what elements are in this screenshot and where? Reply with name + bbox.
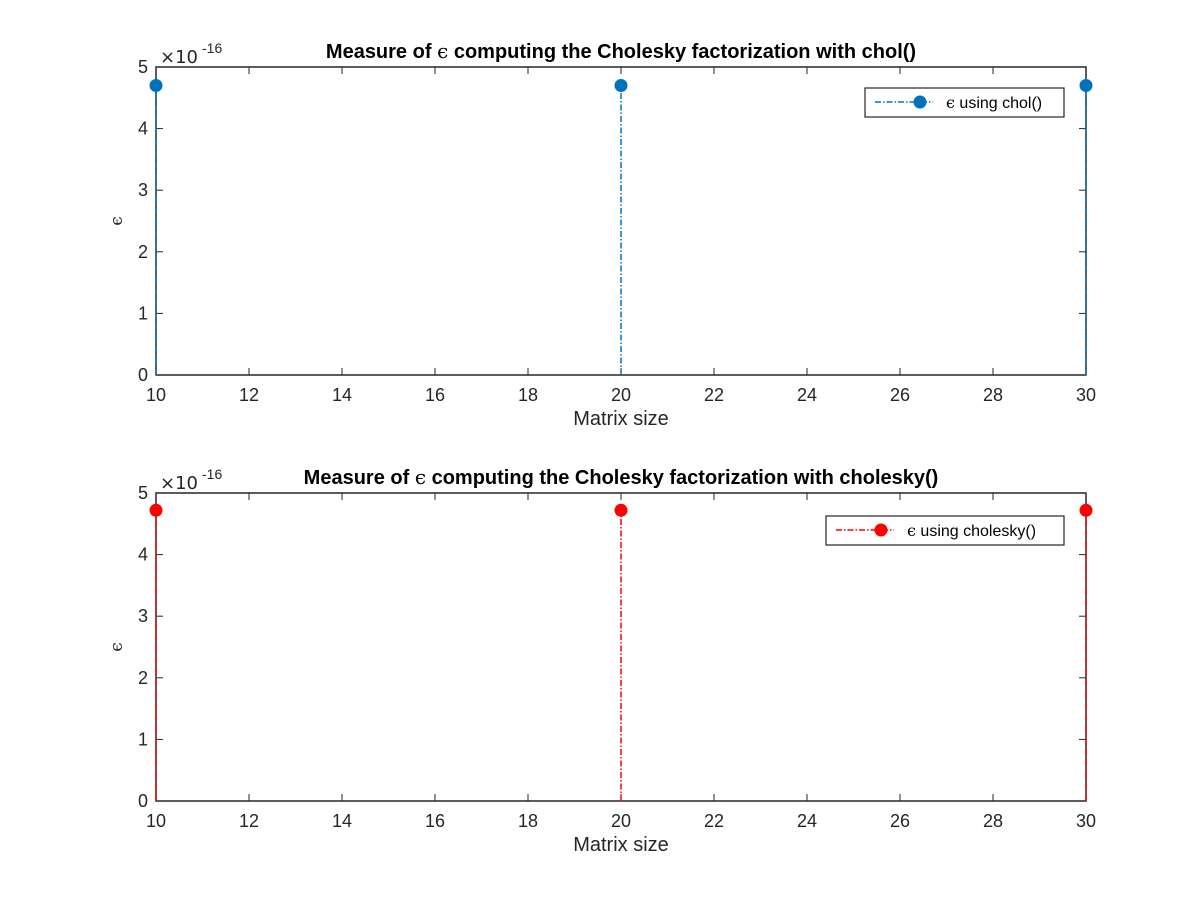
cholesky-stem-marker	[614, 503, 628, 517]
chol-chart-title: Measure of ϵ computing the Cholesky fact…	[326, 39, 916, 63]
cholesky-x-ticks: 10 12 14 16 18 20 22 24 26 28 30	[146, 493, 1096, 831]
chol-x-tick-label: 20	[611, 385, 631, 405]
chol-x-tick-label: 24	[797, 385, 817, 405]
chol-y-tick-label: 4	[138, 119, 148, 139]
chol-x-tick-label: 10	[146, 385, 166, 405]
chol-legend-marker	[913, 95, 927, 109]
chol-title-prefix: Measure of	[326, 41, 432, 63]
cholesky-legend-symbol: ϵ	[907, 521, 916, 540]
chol-y-tick-label: 1	[138, 303, 148, 323]
chol-y-tick-label: 0	[138, 365, 148, 385]
cholesky-title-suffix: computing the Cholesky factorization wit…	[432, 467, 939, 489]
chol-x-tick-label: 16	[425, 385, 445, 405]
cholesky-exponent-power: -16	[202, 466, 222, 482]
chol-x-tick-label: 18	[518, 385, 538, 405]
cholesky-title-symbol: ϵ	[415, 465, 426, 489]
chol-subplot: Measure of ϵ computing the Cholesky fact…	[107, 39, 1096, 430]
chol-x-ticks: 10 12 14 16 18 20 22 24 26 28 30	[146, 67, 1096, 405]
chol-title-suffix: computing the Cholesky factorization wit…	[454, 41, 916, 63]
cholesky-exponent-base: ×10	[160, 473, 198, 494]
cholesky-y-tick-label: 2	[138, 668, 148, 688]
cholesky-stem-marker	[1079, 503, 1093, 517]
chol-exponent-base: ×10	[160, 47, 198, 68]
chol-xlabel: Matrix size	[573, 408, 669, 430]
cholesky-legend: ϵ using cholesky()	[825, 515, 1065, 546]
chol-x-tick-label: 22	[704, 385, 724, 405]
cholesky-x-tick-label: 10	[146, 811, 166, 831]
chol-y-tick-label: 2	[138, 242, 148, 262]
cholesky-subplot: Measure of ϵ computing the Cholesky fact…	[107, 465, 1096, 856]
chol-x-tick-label: 26	[890, 385, 910, 405]
chol-y-tick-label: 3	[138, 180, 148, 200]
cholesky-ylabel: ϵ	[107, 642, 127, 652]
chol-exponent-power: -16	[202, 40, 222, 56]
cholesky-chart-title: Measure of ϵ computing the Cholesky fact…	[304, 465, 939, 489]
chol-ylabel: ϵ	[107, 216, 127, 226]
cholesky-x-tick-label: 28	[983, 811, 1003, 831]
chol-x-tick-label: 14	[332, 385, 352, 405]
cholesky-x-tick-label: 24	[797, 811, 817, 831]
cholesky-x-tick-label: 22	[704, 811, 724, 831]
cholesky-stems	[149, 503, 1093, 801]
cholesky-x-tick-label: 12	[239, 811, 259, 831]
chol-legend-symbol: ϵ	[946, 93, 955, 112]
cholesky-y-tick-label: 5	[138, 483, 148, 503]
cholesky-stem-marker	[149, 503, 163, 517]
chol-legend: ϵ using chol()	[864, 87, 1065, 118]
cholesky-x-tick-label: 20	[611, 811, 631, 831]
chol-y-tick-label: 5	[138, 57, 148, 77]
cholesky-legend-marker	[874, 523, 888, 537]
chol-stem-marker	[614, 78, 628, 92]
chol-legend-text: using chol()	[959, 95, 1042, 112]
cholesky-legend-label: ϵ using cholesky()	[907, 521, 1036, 540]
cholesky-y-tick-label: 4	[138, 545, 148, 565]
cholesky-xlabel: Matrix size	[573, 834, 669, 856]
chol-stem-marker	[1079, 78, 1093, 92]
cholesky-x-tick-label: 16	[425, 811, 445, 831]
cholesky-title-prefix: Measure of	[304, 467, 410, 489]
cholesky-x-tick-label: 30	[1076, 811, 1096, 831]
chol-x-tick-label: 28	[983, 385, 1003, 405]
chol-stem-marker	[149, 78, 163, 92]
cholesky-x-tick-label: 14	[332, 811, 352, 831]
chol-y-ticks: 0 1 2 3 4 5	[138, 57, 1086, 385]
chol-stems	[149, 78, 1093, 375]
cholesky-x-tick-label: 18	[518, 811, 538, 831]
cholesky-y-tick-label: 3	[138, 606, 148, 626]
cholesky-legend-box	[825, 515, 1065, 546]
cholesky-x-tick-label: 26	[890, 811, 910, 831]
chol-title-symbol: ϵ	[437, 39, 448, 63]
chol-x-tick-label: 30	[1076, 385, 1096, 405]
cholesky-y-ticks: 0 1 2 3 4 5	[138, 483, 1086, 811]
chol-legend-label: ϵ using chol()	[946, 93, 1042, 112]
cholesky-y-tick-label: 1	[138, 729, 148, 749]
cholesky-y-tick-label: 0	[138, 791, 148, 811]
cholesky-legend-text: using cholesky()	[920, 523, 1036, 540]
chol-x-tick-label: 12	[239, 385, 259, 405]
